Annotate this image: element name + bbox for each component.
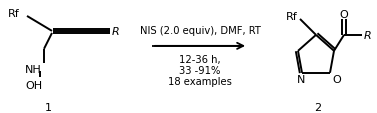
Text: Rf: Rf <box>8 9 20 19</box>
Text: Rf: Rf <box>286 12 298 22</box>
Text: 18 examples: 18 examples <box>168 76 232 86</box>
Text: R: R <box>112 27 120 37</box>
Text: R: R <box>364 31 372 41</box>
Text: NH: NH <box>25 64 42 74</box>
Text: N: N <box>297 74 305 84</box>
Text: O: O <box>332 74 341 84</box>
Text: 2: 2 <box>314 102 322 112</box>
Text: 33 -91%: 33 -91% <box>179 65 221 75</box>
Text: NIS (2.0 equiv), DMF, RT: NIS (2.0 equiv), DMF, RT <box>139 26 261 36</box>
Text: 1: 1 <box>44 102 52 112</box>
Text: 12-36 h,: 12-36 h, <box>179 54 221 64</box>
Text: O: O <box>340 10 348 20</box>
Text: OH: OH <box>25 80 42 90</box>
